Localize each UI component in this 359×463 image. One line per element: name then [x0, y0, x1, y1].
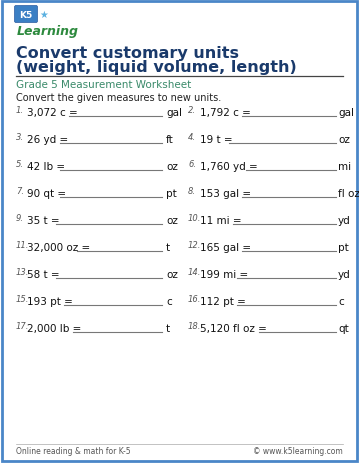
Text: 10.: 10. [188, 213, 201, 223]
Text: 2.: 2. [188, 106, 196, 115]
Text: 1,792 c =: 1,792 c = [200, 108, 251, 118]
Text: 14.: 14. [188, 268, 201, 276]
Text: 153 gal =: 153 gal = [200, 188, 251, 199]
Text: 112 pt =: 112 pt = [200, 296, 246, 307]
Text: 5,120 fl oz =: 5,120 fl oz = [200, 323, 267, 333]
Text: 2,000 lb =: 2,000 lb = [27, 323, 81, 333]
Text: yd: yd [338, 269, 351, 279]
Text: 11.: 11. [16, 240, 29, 250]
Text: 16.: 16. [188, 294, 201, 303]
Text: 9.: 9. [16, 213, 24, 223]
Text: Learning: Learning [17, 25, 79, 38]
Text: 26 yd =: 26 yd = [27, 135, 68, 144]
Text: 193 pt =: 193 pt = [27, 296, 73, 307]
Text: c: c [338, 296, 344, 307]
Text: K5: K5 [19, 11, 33, 19]
Text: 35 t =: 35 t = [27, 216, 60, 225]
Text: 5.: 5. [16, 160, 24, 169]
Text: 18.: 18. [188, 321, 201, 330]
Text: 4.: 4. [188, 133, 196, 142]
Text: 7.: 7. [16, 187, 24, 195]
Text: t: t [166, 323, 170, 333]
Text: 3.: 3. [16, 133, 24, 142]
Text: 1,760 yd =: 1,760 yd = [200, 162, 258, 172]
Text: 165 gal =: 165 gal = [200, 243, 251, 252]
FancyBboxPatch shape [14, 6, 37, 24]
Text: gal: gal [338, 108, 354, 118]
Text: ★: ★ [39, 10, 48, 20]
Text: Online reading & math for K-5: Online reading & math for K-5 [16, 446, 131, 455]
Text: 19 t =: 19 t = [200, 135, 233, 144]
Text: 32,000 oz =: 32,000 oz = [27, 243, 90, 252]
Text: oz: oz [166, 269, 178, 279]
Text: 13.: 13. [16, 268, 29, 276]
Text: Convert customary units: Convert customary units [16, 46, 239, 61]
Text: © www.k5learning.com: © www.k5learning.com [253, 446, 343, 455]
Text: 1.: 1. [16, 106, 24, 115]
Text: qt: qt [338, 323, 349, 333]
Text: oz: oz [166, 216, 178, 225]
Text: 199 mi =: 199 mi = [200, 269, 248, 279]
Text: c: c [166, 296, 172, 307]
Text: t: t [166, 243, 170, 252]
Text: 8.: 8. [188, 187, 196, 195]
Text: fl oz: fl oz [338, 188, 359, 199]
Text: pt: pt [166, 188, 177, 199]
Text: mi: mi [338, 162, 351, 172]
Text: gal: gal [166, 108, 182, 118]
Text: 58 t =: 58 t = [27, 269, 60, 279]
Text: oz: oz [166, 162, 178, 172]
Text: 11 mi =: 11 mi = [200, 216, 242, 225]
Text: ft: ft [166, 135, 174, 144]
Text: Convert the given measures to new units.: Convert the given measures to new units. [16, 93, 221, 103]
Text: 15.: 15. [16, 294, 29, 303]
Text: Grade 5 Measurement Worksheet: Grade 5 Measurement Worksheet [16, 80, 191, 90]
Text: (weight, liquid volume, length): (weight, liquid volume, length) [16, 60, 297, 75]
Text: 42 lb =: 42 lb = [27, 162, 65, 172]
Text: 90 qt =: 90 qt = [27, 188, 66, 199]
Text: oz: oz [338, 135, 350, 144]
Text: 12.: 12. [188, 240, 201, 250]
Text: 6.: 6. [188, 160, 196, 169]
Text: 3,072 c =: 3,072 c = [27, 108, 78, 118]
Text: yd: yd [338, 216, 351, 225]
Text: pt: pt [338, 243, 349, 252]
Text: 17.: 17. [16, 321, 29, 330]
